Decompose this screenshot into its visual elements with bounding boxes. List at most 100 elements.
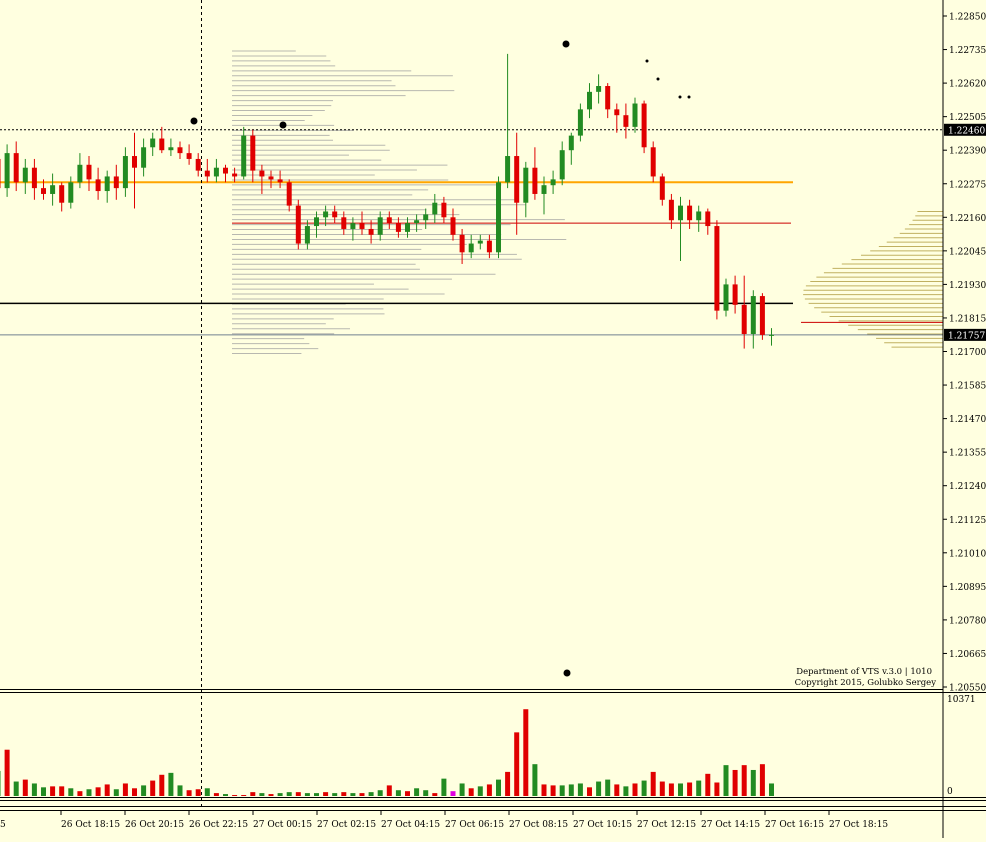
candle-body: [241, 135, 247, 177]
volume-bar: [641, 780, 647, 796]
candle-body: [323, 211, 329, 218]
volume-bar: [696, 780, 702, 796]
candle-body: [723, 284, 729, 311]
volume-bar: [587, 787, 592, 796]
volume-bar: [359, 793, 365, 796]
volume-bar: [314, 793, 319, 796]
volume-bar: [213, 793, 219, 796]
volume-bar: [59, 786, 65, 796]
volume-bar: [77, 791, 83, 796]
candle-body: [459, 234, 465, 253]
candle-body: [332, 211, 338, 218]
time-tick-label: 26 Oct 18:15: [61, 820, 120, 830]
candle-body: [77, 164, 83, 183]
price-tick-label: 1.22620: [949, 80, 986, 90]
candle-body: [450, 217, 456, 235]
volume-bar: [268, 794, 274, 796]
volume-bar: [441, 778, 447, 796]
candle-body: [559, 150, 565, 180]
volume-bar: [332, 793, 338, 796]
time-tick-label: 27 Oct 14:15: [701, 820, 760, 830]
volume-bar: [423, 790, 429, 796]
candle-body: [68, 182, 74, 203]
price-tick-label: 1.21240: [949, 482, 986, 492]
candle-body: [477, 240, 483, 244]
candles: [0, 53, 774, 349]
volume-min-label: 0: [947, 787, 953, 797]
candle-body: [104, 176, 110, 192]
candle-body: [386, 217, 392, 224]
volume-bar: [568, 784, 574, 796]
volume-bar: [122, 783, 128, 796]
candle-body: [268, 176, 274, 180]
candle-body: [168, 147, 174, 151]
volume-bar: [714, 782, 720, 796]
signal-dot: [279, 121, 287, 129]
candle-body: [286, 182, 292, 206]
volume-bar: [659, 781, 665, 796]
volume-bar: [277, 793, 283, 796]
candle-body: [223, 167, 228, 174]
candle-body: [377, 217, 383, 235]
candle-body: [150, 138, 156, 148]
volume-bar: [204, 788, 210, 796]
price-tick-label: 1.22390: [949, 147, 986, 157]
volume-bar: [250, 792, 256, 796]
candle-body: [668, 199, 674, 221]
volume-bar: [223, 794, 228, 796]
time-tick-label: 27 Oct 00:15: [253, 820, 312, 830]
price-tick-label: 1.21930: [949, 281, 986, 291]
volume-bar: [150, 780, 156, 796]
candle-body: [532, 167, 538, 194]
volume-bar: [605, 779, 611, 796]
volume-bar: [468, 788, 474, 796]
candle-body: [250, 135, 256, 171]
time-tick-label: 26 Oct 22:15: [189, 820, 248, 830]
volume-bar: [31, 783, 37, 796]
candle-body: [0, 158, 1, 189]
price-tick-label: 1.20665: [949, 650, 986, 660]
price-tick-label: 1.20895: [949, 583, 986, 593]
candle-body: [159, 138, 165, 151]
volume-bars: [0, 709, 774, 796]
volume-bar: [687, 782, 693, 796]
volume-bar: [177, 785, 183, 796]
signal-dot: [656, 77, 660, 81]
candle-body: [414, 220, 420, 224]
candle-body: [741, 304, 747, 334]
volume-bar: [559, 785, 565, 796]
candle-body: [732, 284, 738, 305]
volume-bar: [341, 792, 347, 796]
signal-dot: [563, 669, 571, 677]
volume-bar: [368, 792, 374, 796]
copyright-line-1: Department of VTS v.3.0 | 1010: [796, 667, 932, 677]
price-tick-label: 1.21815: [949, 314, 986, 324]
current-price-label: 1.21757: [948, 331, 985, 341]
candle-body: [441, 202, 447, 218]
volume-bar: [623, 786, 629, 796]
candle-body: [623, 115, 629, 127]
candle-body: [22, 167, 28, 183]
price-tick-label: 1.22505: [949, 113, 986, 123]
volume-bar: [50, 786, 56, 796]
candle-body: [213, 167, 219, 177]
volume-bar: [532, 764, 538, 796]
candle-body: [41, 188, 46, 194]
candle-body: [405, 223, 410, 232]
price-tick-label: 1.20780: [949, 616, 986, 626]
volume-profile: [232, 50, 943, 355]
candle-body: [577, 109, 583, 136]
volume-bar: [668, 783, 674, 796]
candle-body: [423, 214, 429, 221]
volume-bar: [4, 749, 10, 796]
markers: [190, 40, 691, 677]
volume-bar: [395, 790, 401, 796]
candle-body: [596, 86, 602, 92]
candle-body: [505, 156, 511, 183]
price-tick-label: 1.21585: [949, 382, 986, 392]
volume-bar: [486, 784, 492, 796]
volume-bar: [405, 791, 410, 796]
candle-body: [468, 243, 474, 253]
